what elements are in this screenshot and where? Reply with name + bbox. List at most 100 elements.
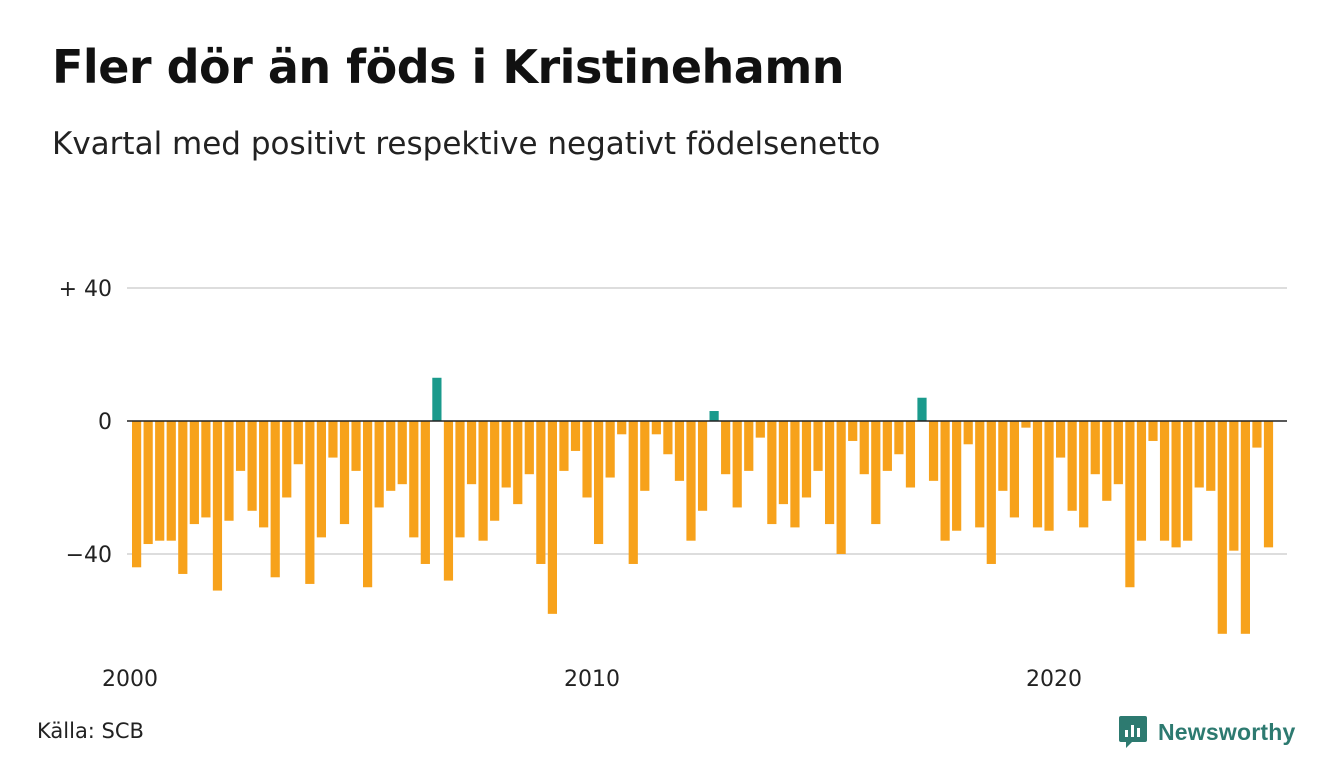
bar-negative bbox=[663, 421, 673, 455]
bar-negative bbox=[594, 421, 604, 545]
bar-negative bbox=[1125, 421, 1135, 588]
bar-negative bbox=[986, 421, 996, 564]
bar-negative bbox=[178, 421, 188, 574]
bar-negative bbox=[859, 421, 869, 475]
bar-negative bbox=[1032, 421, 1043, 528]
bar-negative bbox=[1217, 421, 1227, 634]
bar-negative bbox=[1044, 421, 1054, 531]
bar-negative bbox=[235, 421, 246, 471]
bar-negative bbox=[547, 421, 557, 614]
bar-negative bbox=[928, 421, 939, 481]
bar-negative bbox=[478, 421, 488, 541]
bar-negative bbox=[963, 421, 973, 445]
bar-negative bbox=[270, 421, 280, 578]
bar-negative bbox=[443, 421, 454, 581]
bar-negative bbox=[605, 421, 615, 478]
bar-negative bbox=[790, 421, 800, 528]
newsworthy-logo-icon bbox=[1119, 716, 1147, 748]
bar-negative bbox=[871, 421, 881, 525]
bar-negative bbox=[374, 421, 384, 508]
bar-negative bbox=[1206, 421, 1216, 491]
bar-negative bbox=[536, 421, 546, 564]
bar-negative bbox=[293, 421, 303, 465]
bar-negative bbox=[686, 421, 696, 541]
bar-negative bbox=[778, 421, 788, 505]
bar-negative bbox=[882, 421, 892, 471]
bar-negative bbox=[189, 421, 199, 525]
x-tick-label: 2000 bbox=[102, 667, 158, 692]
bar-negative bbox=[721, 421, 731, 475]
bar-negative bbox=[490, 421, 500, 521]
chart-title: Fler dör än föds i Kristinehamn bbox=[52, 40, 845, 94]
bar-negative bbox=[559, 421, 569, 471]
bar-negative bbox=[386, 421, 396, 491]
bar-negative bbox=[674, 421, 685, 481]
bar-negative bbox=[143, 421, 153, 545]
chart-subtitle: Kvartal med positivt respektive negativt… bbox=[52, 126, 881, 162]
bar-negative bbox=[894, 421, 904, 455]
bar-negative bbox=[1009, 421, 1019, 518]
bar-negative bbox=[628, 421, 638, 564]
y-tick-label: 0 bbox=[98, 410, 112, 435]
bar-negative bbox=[282, 421, 292, 498]
bar-negative bbox=[1240, 421, 1250, 634]
bar-negative bbox=[409, 421, 419, 538]
bar-negative bbox=[201, 421, 211, 518]
bar-negative bbox=[1102, 421, 1112, 501]
bar-positive bbox=[917, 397, 927, 422]
bar-negative bbox=[1067, 421, 1077, 511]
bar-negative bbox=[1229, 421, 1239, 551]
bar-negative bbox=[339, 421, 350, 525]
bar-negative bbox=[1252, 421, 1262, 448]
x-tick-labels: 2000 2010 2020 bbox=[102, 667, 1082, 692]
bar-negative bbox=[617, 421, 627, 435]
bar-negative bbox=[397, 421, 407, 485]
y-tick-label: −40 bbox=[66, 543, 112, 568]
bar-negative bbox=[316, 421, 326, 538]
y-tick-label: + 40 bbox=[59, 277, 112, 302]
y-tick-labels: + 40 0 −40 bbox=[59, 277, 112, 568]
bar-negative bbox=[1159, 421, 1170, 541]
bar-negative bbox=[1113, 421, 1123, 485]
bar-negative bbox=[351, 421, 361, 471]
bar-negative bbox=[1090, 421, 1100, 475]
bar-negative bbox=[975, 421, 985, 528]
bar-negative bbox=[1183, 421, 1193, 541]
x-tick-label: 2010 bbox=[564, 667, 620, 692]
bar-negative bbox=[420, 421, 430, 564]
bar-negative bbox=[513, 421, 523, 505]
bar-negative bbox=[767, 421, 777, 525]
bar-negative bbox=[1148, 421, 1158, 441]
bars bbox=[132, 377, 1274, 634]
bar-negative bbox=[1056, 421, 1066, 458]
bar-negative bbox=[166, 421, 176, 541]
brand-name: Newsworthy bbox=[1158, 718, 1296, 745]
source-note: Källa: SCB bbox=[37, 719, 144, 743]
bar-positive bbox=[432, 377, 442, 421]
bar-negative bbox=[801, 421, 812, 498]
bar-negative bbox=[524, 421, 534, 475]
bar-negative bbox=[582, 421, 592, 498]
bar-negative bbox=[905, 421, 916, 488]
bar-negative bbox=[640, 421, 650, 491]
grid-lines bbox=[127, 287, 1287, 555]
x-tick-label: 2020 bbox=[1026, 667, 1082, 692]
bar-negative bbox=[940, 421, 950, 541]
bar-negative bbox=[755, 421, 765, 438]
bar-negative bbox=[848, 421, 858, 441]
bar-negative bbox=[744, 421, 754, 471]
bar-negative bbox=[998, 421, 1008, 491]
bar-negative bbox=[224, 421, 234, 521]
bar-negative bbox=[466, 421, 477, 485]
bar-negative bbox=[732, 421, 742, 508]
bar-negative bbox=[570, 421, 581, 451]
bar-negative bbox=[155, 421, 165, 541]
bar-negative bbox=[1079, 421, 1089, 528]
brand-logo[interactable]: Newsworthy bbox=[1118, 714, 1295, 750]
bar-negative bbox=[1171, 421, 1181, 548]
bar-negative bbox=[813, 421, 823, 471]
bar-negative bbox=[1136, 421, 1147, 541]
bar-negative bbox=[247, 421, 257, 511]
bar-negative bbox=[952, 421, 962, 531]
